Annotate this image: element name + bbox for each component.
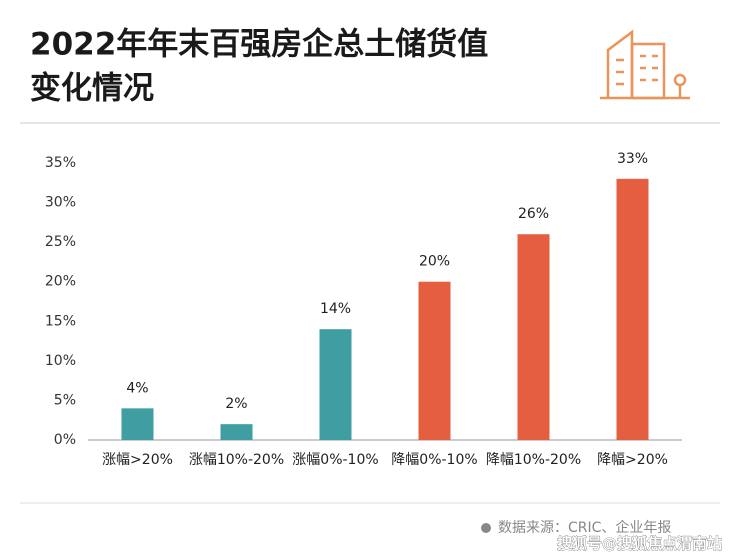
y-tick-label: 0% [54, 432, 76, 448]
y-tick-label: 15% [45, 313, 76, 329]
bar [418, 281, 451, 440]
y-tick-label: 30% [45, 195, 76, 211]
y-tick-label: 10% [45, 353, 76, 369]
value-label: 33% [617, 151, 648, 167]
bullet [481, 523, 491, 533]
bar [121, 408, 154, 440]
chart-title: 变化情况 [30, 71, 154, 107]
bar [517, 234, 550, 440]
x-tick-label: 涨幅10%-20% [189, 452, 284, 468]
bar [616, 178, 649, 441]
bar [319, 329, 352, 440]
value-label: 20% [419, 254, 450, 270]
value-label: 2% [225, 396, 247, 412]
value-label: 26% [518, 206, 549, 222]
x-tick-label: 涨幅0%-10% [292, 452, 378, 468]
y-tick-label: 25% [45, 234, 76, 250]
y-tick-label: 20% [45, 274, 76, 290]
value-label: 14% [320, 301, 351, 317]
source: 数据来源：CRIC、企业年报 [498, 519, 671, 536]
bar [220, 424, 253, 440]
chart-title: 2022年年末百强房企总土储货值 [30, 27, 488, 63]
y-tick-label: 35% [45, 155, 76, 171]
x-tick-label: 降幅0%-10% [391, 452, 477, 468]
watermark: 搜狐号@搜狐焦点渭南站 [557, 535, 722, 553]
y-tick-label: 5% [54, 392, 76, 408]
x-tick-label: 降幅>20% [597, 452, 668, 468]
x-tick-label: 涨幅>20% [102, 452, 173, 468]
x-tick-label: 降幅10%-20% [486, 452, 581, 468]
building-icon [600, 29, 690, 100]
value-label: 4% [126, 380, 148, 396]
